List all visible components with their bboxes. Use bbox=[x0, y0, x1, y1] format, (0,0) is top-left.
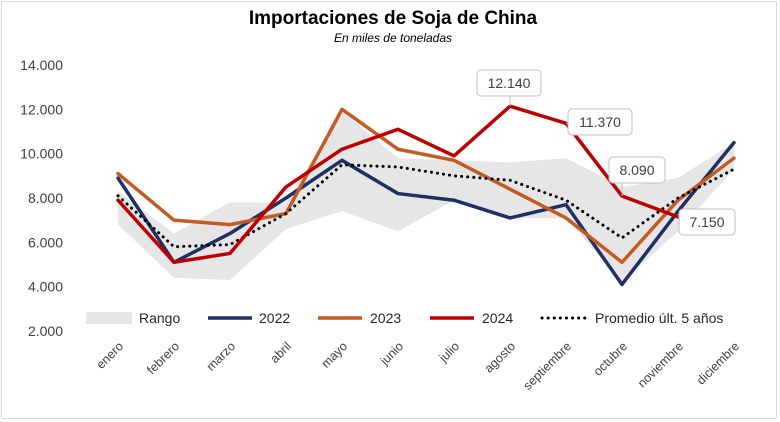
x-tick-label: julio bbox=[436, 339, 462, 365]
y-tick-label: 4.000 bbox=[28, 279, 63, 295]
x-tick-label: abril bbox=[268, 339, 295, 366]
callout-label: 11.370 bbox=[579, 114, 621, 130]
legend-item: 2023 bbox=[318, 310, 401, 326]
series-layer bbox=[116, 104, 736, 287]
legend-item: Promedio últ. 5 años bbox=[540, 310, 723, 326]
series-line-2024 bbox=[116, 104, 680, 265]
legend: Rango 2022 2023 2024 Promedio últ. 5 años bbox=[86, 310, 723, 326]
callout-label: 7.150 bbox=[689, 214, 724, 230]
x-tick-label: octubre bbox=[591, 339, 630, 378]
legend-item: Rango bbox=[86, 310, 180, 326]
x-tick-label: mayo bbox=[319, 339, 351, 371]
y-tick-label: 10.000 bbox=[20, 146, 63, 162]
y-tick-label: 2.000 bbox=[28, 323, 63, 339]
callout-label: 12.140 bbox=[488, 75, 531, 91]
x-tick-label: agosto bbox=[482, 339, 518, 375]
series-line-promedio-lt-5-a-os bbox=[116, 163, 736, 249]
x-tick-label: junio bbox=[377, 339, 406, 368]
callout-box bbox=[678, 208, 736, 236]
x-tick-label: septiembre bbox=[520, 339, 574, 393]
x-axis: enero febrero marzo abril mayo junio julio agos… bbox=[94, 339, 743, 393]
callout-box bbox=[476, 69, 542, 97]
legend-label: Promedio últ. 5 años bbox=[595, 310, 723, 326]
y-tick-label: 8.000 bbox=[28, 190, 63, 206]
x-tick-label: diciembre bbox=[694, 339, 742, 387]
legend-label: Rango bbox=[139, 310, 180, 326]
y-tick-label: 12.000 bbox=[20, 101, 63, 117]
series-line-2023 bbox=[116, 107, 736, 265]
y-tick-label: 6.000 bbox=[28, 234, 63, 250]
callout-box bbox=[567, 108, 633, 136]
series-line-2022 bbox=[116, 140, 736, 287]
x-tick-label: enero bbox=[94, 339, 127, 372]
callout-layer: 12.140 11.370 8.090 7.150 bbox=[476, 69, 736, 236]
legend-item: 2024 bbox=[430, 310, 513, 326]
legend-swatch bbox=[86, 312, 132, 324]
legend-item: 2022 bbox=[208, 310, 290, 326]
legend-label: 2023 bbox=[370, 310, 401, 326]
y-axis: 2.000 4.000 6.000 8.000 10.000 12.000 14.000 bbox=[20, 57, 63, 339]
legend-label: 2024 bbox=[482, 310, 513, 326]
chart-subtitle: En miles de toneladas bbox=[334, 31, 452, 45]
x-tick-label: marzo bbox=[204, 339, 238, 373]
chart-title: Importaciones de Soja de China bbox=[249, 8, 538, 29]
legend-label: 2022 bbox=[259, 310, 290, 326]
x-tick-label: febrero bbox=[144, 339, 182, 377]
callout-label: 8.090 bbox=[619, 162, 654, 178]
x-tick-label: noviembre bbox=[635, 339, 686, 390]
y-tick-label: 14.000 bbox=[20, 57, 63, 73]
callout-box bbox=[608, 156, 666, 184]
